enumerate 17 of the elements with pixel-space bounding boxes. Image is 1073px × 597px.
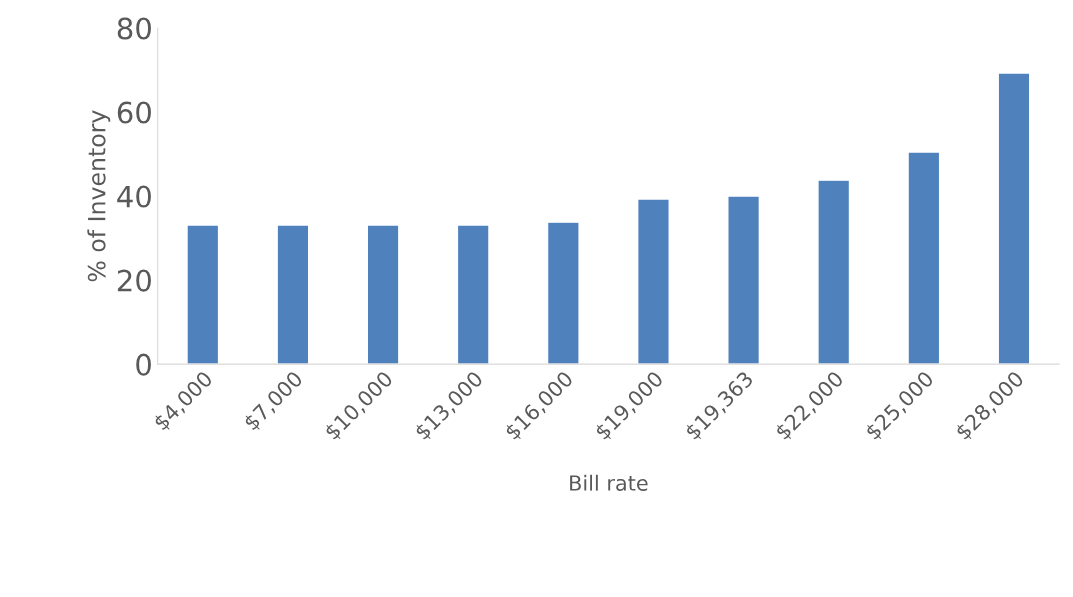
bar	[817, 179, 851, 365]
bar	[727, 195, 761, 365]
bar	[997, 72, 1031, 365]
bar	[276, 224, 310, 365]
bar	[456, 224, 490, 365]
y-tick-label: 80	[117, 17, 151, 40]
y-tick-label: 0	[136, 353, 151, 376]
bar	[366, 224, 400, 365]
y-tick-label: 60	[117, 101, 151, 124]
y-axis-title: % of Inventory	[87, 110, 111, 282]
bar	[636, 198, 670, 365]
x-axis-title: Bill rate	[570, 474, 648, 491]
y-tick-label: 40	[117, 185, 151, 208]
bar	[907, 151, 941, 365]
y-tick-label: 20	[117, 269, 151, 292]
bar	[186, 224, 220, 365]
bar	[546, 221, 580, 365]
